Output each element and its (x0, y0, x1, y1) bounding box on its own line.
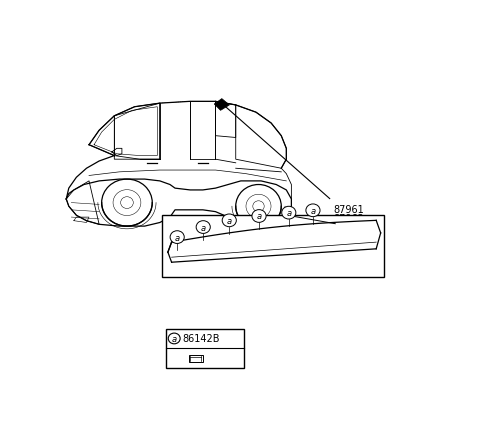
Circle shape (252, 210, 266, 223)
Text: a: a (286, 209, 291, 217)
Circle shape (306, 204, 320, 217)
Text: 86142B: 86142B (182, 334, 220, 344)
Text: 87961: 87961 (334, 204, 364, 214)
FancyBboxPatch shape (189, 355, 203, 362)
Text: 87962: 87962 (334, 214, 364, 224)
Polygon shape (214, 99, 229, 111)
Text: a: a (201, 223, 206, 232)
Text: a: a (172, 334, 177, 343)
Circle shape (282, 207, 296, 220)
Circle shape (170, 231, 184, 244)
Circle shape (168, 333, 180, 344)
FancyBboxPatch shape (162, 216, 384, 278)
Circle shape (196, 221, 210, 234)
Text: a: a (311, 206, 315, 215)
Text: a: a (175, 233, 180, 242)
Text: a: a (256, 212, 262, 221)
FancyBboxPatch shape (166, 329, 244, 368)
Circle shape (222, 214, 236, 227)
Text: a: a (227, 217, 232, 225)
